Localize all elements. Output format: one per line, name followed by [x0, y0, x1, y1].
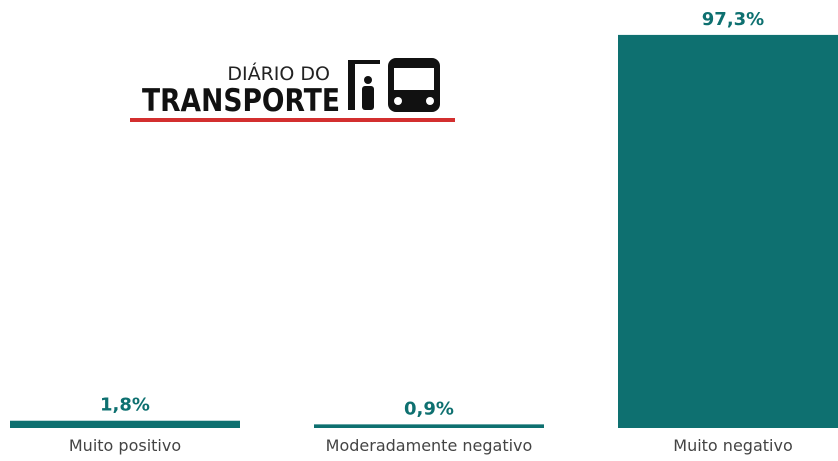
logo-bus-light: [394, 97, 402, 105]
bar: [618, 34, 838, 429]
logo-bus-light: [426, 97, 434, 105]
logo-bus-window: [394, 68, 434, 90]
value-label: 0,9%: [404, 398, 454, 419]
value-label: 97,3%: [702, 9, 764, 30]
logo-person-body: [362, 86, 374, 110]
bar: [10, 420, 240, 428]
value-label: 1,8%: [100, 395, 150, 416]
bar: [314, 424, 544, 428]
category-label: Moderadamente negativo: [326, 436, 533, 455]
category-label: Muito positivo: [69, 436, 181, 455]
logo-person-head: [364, 76, 372, 84]
logo-line2: TRANSPORTE: [142, 83, 340, 119]
logo-line1: DIÁRIO DO: [227, 62, 330, 85]
logo-shelter: [348, 60, 380, 110]
logo-underline: [130, 118, 455, 122]
logo: DIÁRIO DO TRANSPORTE: [130, 58, 455, 122]
category-label: Muito negativo: [673, 436, 792, 455]
